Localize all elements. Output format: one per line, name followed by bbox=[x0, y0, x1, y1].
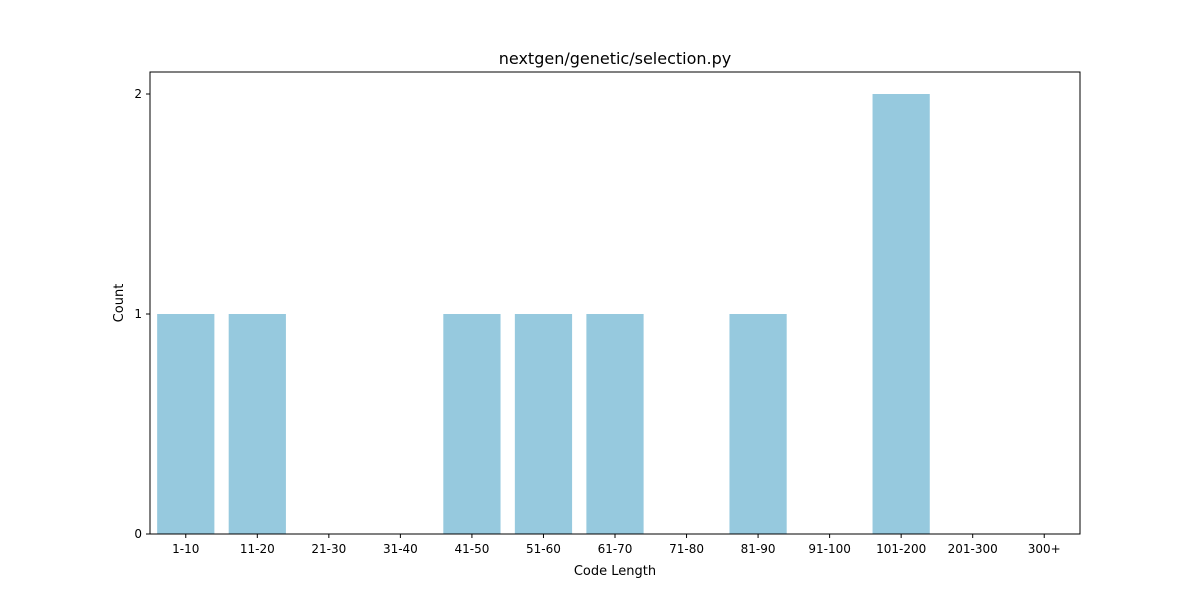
bar-61-70 bbox=[586, 314, 644, 534]
y-axis-ticks: 0 1 2 bbox=[134, 87, 150, 541]
x-tick-label: 71-80 bbox=[669, 542, 704, 556]
chart-title: nextgen/genetic/selection.py bbox=[499, 49, 732, 68]
x-tick-label: 21-30 bbox=[311, 542, 346, 556]
x-tick-label: 81-90 bbox=[741, 542, 776, 556]
x-axis-ticks: 1-10 11-20 21-30 31-40 41-50 51-60 61-70 71-80 8… bbox=[172, 534, 1061, 556]
bar-41-50 bbox=[443, 314, 501, 534]
x-tick-label: 201-300 bbox=[948, 542, 998, 556]
y-tick-label: 1 bbox=[134, 307, 142, 321]
x-axis-label: Code Length bbox=[574, 564, 656, 579]
plot-frame bbox=[149, 71, 1081, 535]
bar-101-200 bbox=[872, 94, 930, 534]
x-tick-label: 91-100 bbox=[808, 542, 851, 556]
bars-group bbox=[157, 94, 930, 534]
x-tick-label: 51-60 bbox=[526, 542, 561, 556]
x-tick-label: 61-70 bbox=[598, 542, 633, 556]
bar-81-90 bbox=[729, 314, 787, 534]
y-axis-label: Count bbox=[112, 284, 127, 323]
x-tick-label: 31-40 bbox=[383, 542, 418, 556]
x-tick-label: 41-50 bbox=[454, 542, 489, 556]
bar-51-60 bbox=[514, 314, 573, 534]
bar-11-20 bbox=[228, 314, 286, 534]
bar-1-10 bbox=[157, 314, 215, 534]
x-tick-label: 101-200 bbox=[876, 542, 926, 556]
y-tick-label: 2 bbox=[134, 87, 142, 101]
y-tick-label: 0 bbox=[134, 527, 142, 541]
x-tick-label: 300+ bbox=[1028, 542, 1061, 556]
x-tick-label: 1-10 bbox=[172, 542, 199, 556]
x-tick-label: 11-20 bbox=[240, 542, 275, 556]
